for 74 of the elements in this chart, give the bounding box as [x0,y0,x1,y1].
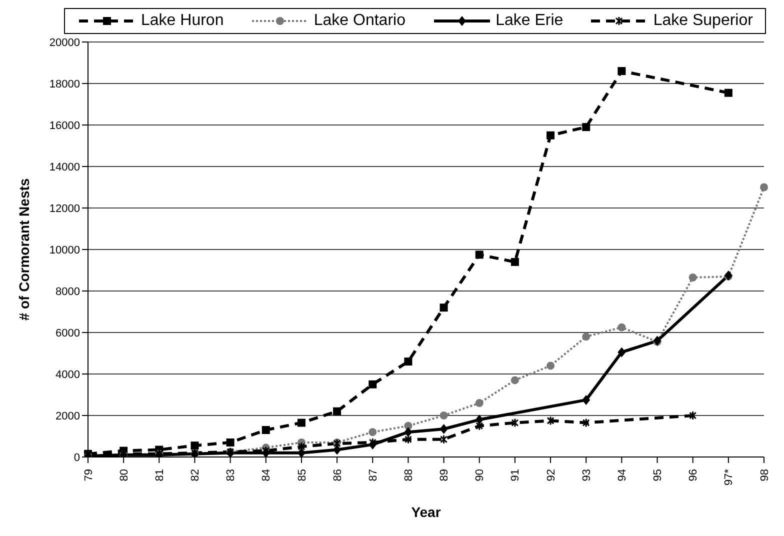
point [333,407,342,416]
point [618,347,626,358]
legend-label: Lake Erie [496,12,564,30]
point [475,399,484,408]
point [546,362,555,370]
point [440,424,448,434]
y-tick-label: 18000 [49,78,80,90]
point [297,418,306,427]
point [475,250,484,259]
x-tick-label: 98 [758,469,771,482]
point [368,380,377,388]
x-tick-label: 86 [332,469,344,482]
point [618,323,626,332]
x-tick-label: 95 [652,469,664,482]
point [582,332,590,341]
x-tick-label: 82 [190,469,202,482]
point [688,274,697,282]
point [511,418,519,428]
y-tick-label: 0 [74,452,80,464]
point [582,394,590,405]
x-tick-label: 88 [403,469,416,482]
x-tick-label: 80 [118,469,130,482]
point [724,88,732,97]
x-axis-title: Year [411,504,442,520]
x-tick-label: 79 [82,469,95,482]
y-tick-label: 16000 [49,120,80,132]
y-tick-label: 20000 [49,36,80,49]
point [298,442,306,452]
point [440,434,448,444]
x-tick-label: 87 [367,469,380,482]
legend-label: Lake Ontario [314,12,406,30]
y-tick-label: 6000 [56,327,80,340]
point [226,438,234,446]
point [510,258,519,266]
legend-label: Lake Huron [141,12,224,30]
point [190,442,199,450]
x-tick-label: 84 [260,469,273,482]
point [333,444,342,455]
point [510,376,519,384]
point [476,421,484,431]
point [546,131,555,140]
point [618,67,626,76]
x-tick-label: 96 [688,469,700,482]
x-tick-label: 94 [616,469,628,482]
x-tick-label: 83 [225,469,238,482]
y-tick-label: 4000 [56,368,80,381]
y-tick-label: 8000 [56,286,80,298]
y-axis-title: # of Cormorant Nests [16,178,32,321]
legend-label: Lake Superior [653,12,753,30]
y-tick-label: 10000 [49,244,80,256]
x-tick-label: 85 [296,469,308,482]
point [546,416,554,426]
x-tick-label: 92 [545,469,558,482]
x-tick-label: 89 [438,469,451,482]
y-tick-label: 2000 [56,410,80,422]
point [262,426,270,434]
x-tick-label: 90 [474,469,486,482]
point [404,358,412,366]
point [440,412,448,420]
x-tick-label: 91 [510,469,522,482]
x-tick-label: 97* [723,468,736,486]
y-tick-label: 14000 [49,161,80,174]
point [404,427,412,438]
point [475,414,484,425]
point [404,434,412,444]
point [760,183,768,192]
y-tick-label: 12000 [49,202,80,215]
x-tick-label: 93 [580,469,593,482]
point [368,428,377,436]
point [440,304,448,312]
point [582,418,590,428]
point [689,410,697,420]
x-tick-label: 81 [154,469,166,482]
point [582,123,590,132]
